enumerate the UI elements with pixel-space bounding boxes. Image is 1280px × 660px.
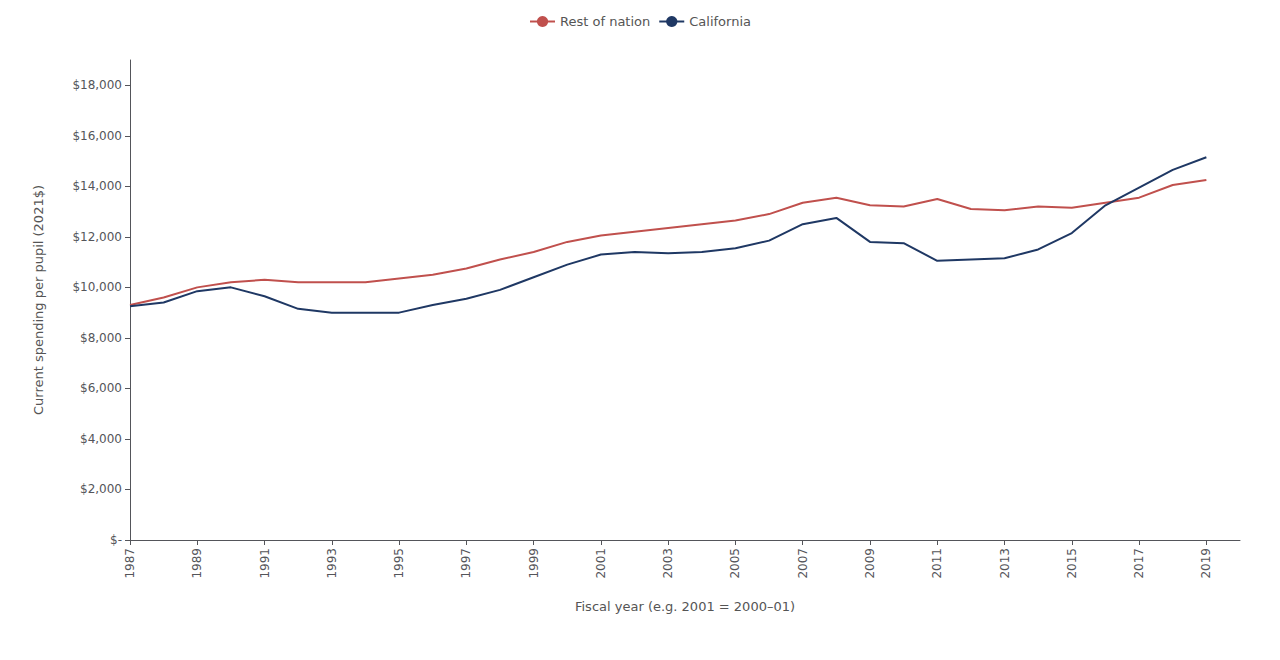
svg-text:California: California: [689, 14, 751, 29]
svg-text:2019: 2019: [1199, 548, 1213, 579]
svg-text:$6,000: $6,000: [80, 381, 122, 395]
svg-text:2013: 2013: [998, 548, 1012, 579]
svg-text:$14,000: $14,000: [72, 179, 122, 193]
svg-text:$16,000: $16,000: [72, 129, 122, 143]
svg-text:1993: 1993: [325, 548, 339, 579]
svg-text:$4,000: $4,000: [80, 432, 122, 446]
svg-text:$8,000: $8,000: [80, 331, 122, 345]
svg-text:2007: 2007: [796, 548, 810, 579]
svg-text:Fiscal year (e.g. 2001 = 2000–: Fiscal year (e.g. 2001 = 2000–01): [575, 599, 795, 614]
svg-text:1989: 1989: [190, 548, 204, 579]
svg-text:2015: 2015: [1065, 548, 1079, 579]
svg-text:1987: 1987: [123, 548, 137, 579]
svg-text:2005: 2005: [728, 548, 742, 579]
svg-text:$10,000: $10,000: [72, 280, 122, 294]
svg-text:2003: 2003: [661, 548, 675, 579]
svg-text:2009: 2009: [863, 548, 877, 579]
svg-text:Rest of nation: Rest of nation: [560, 14, 650, 29]
svg-text:$12,000: $12,000: [72, 230, 122, 244]
svg-text:1997: 1997: [459, 548, 473, 579]
svg-text:$2,000: $2,000: [80, 482, 122, 496]
svg-text:1995: 1995: [392, 548, 406, 579]
svg-text:2011: 2011: [930, 548, 944, 579]
svg-text:2017: 2017: [1132, 548, 1146, 579]
svg-text:2001: 2001: [594, 548, 608, 579]
svg-text:1999: 1999: [527, 548, 541, 579]
svg-text:$-: $-: [110, 533, 122, 547]
svg-text:Current spending per pupil (20: Current spending per pupil (2021$): [31, 185, 46, 415]
svg-text:$18,000: $18,000: [72, 78, 122, 92]
svg-text:1991: 1991: [258, 548, 272, 579]
